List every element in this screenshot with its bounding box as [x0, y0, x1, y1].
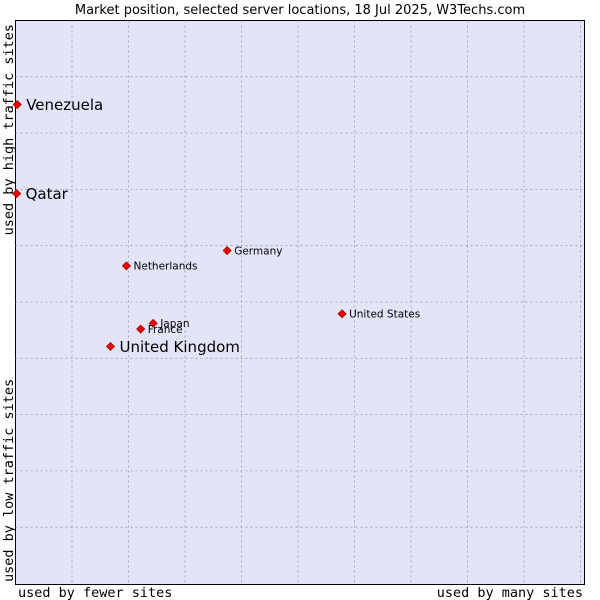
x-axis-label-left: used by fewer sites [18, 585, 172, 600]
label-united-kingdom: United Kingdom [120, 338, 240, 356]
y-axis-label-top: used by high traffic sites [1, 24, 17, 235]
grid-lines [15, 20, 585, 585]
y-axis-label-bottom: used by low traffic sites [1, 379, 17, 582]
label-france: France [148, 324, 183, 336]
label-venezuela: Venezuela [26, 96, 103, 114]
label-netherlands: Netherlands [134, 261, 198, 273]
chart-title: Market position, selected server locatio… [75, 3, 525, 18]
point-qatar [12, 189, 22, 199]
label-japan: Japan [159, 318, 189, 330]
x-axis-label-right: used by many sites [437, 585, 583, 600]
data-points: Venezuela Qatar Germany Netherlands United S… [12, 96, 420, 356]
point-united-kingdom [105, 341, 116, 352]
label-united-states: United States [349, 309, 420, 321]
plot-area [15, 20, 585, 585]
label-germany: Germany [234, 245, 282, 257]
point-united-states [337, 309, 347, 319]
point-france [136, 324, 146, 334]
point-japan [148, 318, 158, 328]
point-germany [222, 246, 232, 256]
label-qatar: Qatar [26, 185, 69, 203]
point-venezuela [12, 99, 22, 110]
point-netherlands [121, 261, 132, 271]
